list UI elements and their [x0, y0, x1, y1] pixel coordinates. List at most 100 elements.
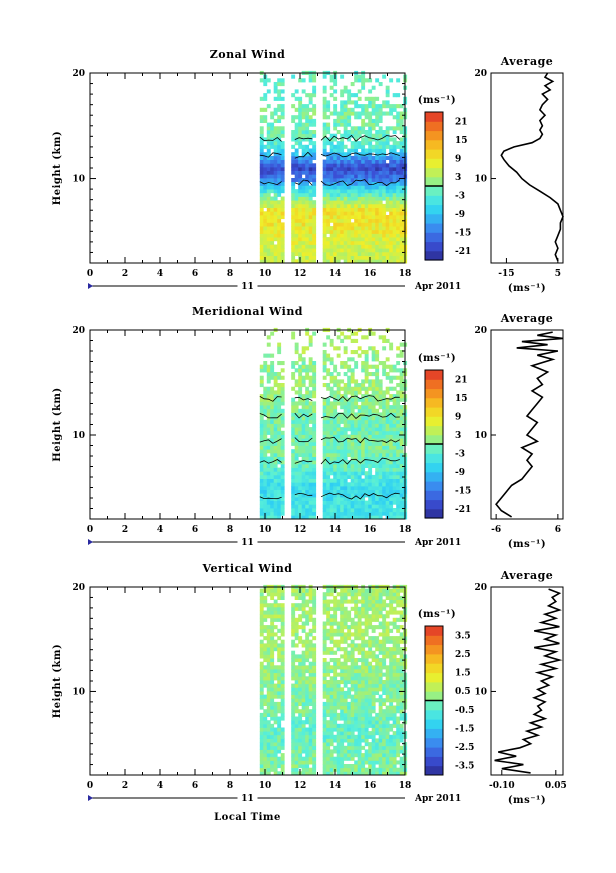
heatmap-cell	[350, 654, 355, 659]
heatmap-cell	[364, 185, 369, 190]
x-tick-label: 6	[192, 525, 198, 535]
heatmap-cell	[291, 237, 296, 242]
heatmap-cell	[354, 412, 359, 417]
heatmap-cell	[308, 251, 313, 256]
heatmap-cell	[336, 397, 341, 402]
heatmap-cell	[326, 489, 331, 494]
heatmap-cell	[392, 248, 397, 253]
heatmap-cell	[273, 749, 278, 754]
heatmap-cell	[354, 643, 359, 648]
heatmap-cell	[305, 372, 310, 377]
heatmap-cell	[371, 603, 376, 608]
heatmap-cell	[357, 723, 362, 728]
heatmap-cell	[308, 742, 313, 747]
heatmap-cell	[294, 771, 299, 776]
heatmap-cell	[350, 500, 355, 505]
heatmap-cell	[347, 471, 352, 476]
heatmap-cell	[322, 738, 327, 743]
heatmap-cell	[368, 764, 373, 769]
heatmap-cell	[340, 734, 345, 739]
heatmap-cell	[361, 229, 366, 234]
heatmap-cell	[270, 647, 275, 652]
heatmap-cell	[392, 738, 397, 743]
heatmap-cell	[354, 683, 359, 688]
heatmap-cell	[259, 680, 264, 685]
heatmap-cell	[350, 200, 355, 205]
heatmap-cell	[382, 130, 387, 135]
heatmap-cell	[263, 192, 268, 197]
heatmap-cell	[382, 701, 387, 706]
heatmap-cell	[329, 85, 334, 90]
heatmap-cell	[301, 375, 306, 380]
heatmap-cell	[399, 203, 404, 208]
heatmap-cell	[347, 401, 352, 406]
heatmap-cell	[273, 372, 278, 377]
heatmap-cell	[305, 244, 310, 249]
heatmap-cell	[308, 130, 313, 135]
heatmap-cell	[364, 749, 369, 754]
heatmap-cell	[378, 163, 383, 168]
heatmap-cell	[326, 753, 331, 758]
heatmap-cell	[378, 496, 383, 501]
heatmap-cell	[364, 111, 369, 116]
heatmap-cell	[322, 350, 327, 355]
heatmap-cell	[270, 170, 275, 175]
heatmap-cell	[392, 515, 397, 520]
heatmap-cell	[270, 650, 275, 655]
heatmap-cell	[280, 493, 285, 498]
heatmap-cell	[273, 159, 278, 164]
heatmap-cell	[375, 412, 380, 417]
heatmap-cell	[280, 215, 285, 220]
heatmap-cell	[354, 493, 359, 498]
heatmap-cell	[361, 174, 366, 179]
heatmap-cell	[389, 405, 394, 410]
heatmap-cell	[368, 672, 373, 677]
heatmap-cell	[336, 430, 341, 435]
heatmap-cell	[333, 346, 338, 351]
heatmap-cell	[336, 215, 341, 220]
heatmap-cell	[357, 500, 362, 505]
heatmap-cell	[385, 126, 390, 131]
heatmap-cell	[273, 137, 278, 142]
heatmap-cell	[368, 603, 373, 608]
heatmap-cell	[385, 738, 390, 743]
heatmap-cell	[361, 163, 366, 168]
colorbar-step	[425, 462, 443, 473]
x-tick-label: 10	[259, 269, 272, 279]
heatmap-cell	[266, 78, 271, 83]
heatmap-cell	[392, 716, 397, 721]
heatmap-cell	[389, 676, 394, 681]
heatmap-cell	[270, 515, 275, 520]
heatmap-cell	[361, 211, 366, 216]
heatmap-cell	[294, 207, 299, 212]
heatmap-cell	[291, 493, 296, 498]
heatmap-cell	[263, 456, 268, 461]
heatmap-cell	[277, 207, 282, 212]
heatmap-cell	[389, 379, 394, 384]
heatmap-cell	[326, 200, 331, 205]
heatmap-cell	[378, 390, 383, 395]
heatmap-cell	[382, 163, 387, 168]
colorbar-step	[425, 186, 443, 196]
heatmap-cell	[382, 445, 387, 450]
heatmap-cell	[322, 625, 327, 630]
heatmap-cell	[308, 405, 313, 410]
heatmap-cell	[329, 749, 334, 754]
heatmap-cell	[277, 133, 282, 138]
heatmap-cell	[291, 603, 296, 608]
heatmap-cell	[364, 244, 369, 249]
heatmap-cell	[382, 742, 387, 747]
heatmap-cell	[308, 178, 313, 183]
heatmap-cell	[294, 687, 299, 692]
heatmap-cell	[357, 237, 362, 242]
heatmap-cell	[389, 654, 394, 659]
heatmap-cell	[399, 471, 404, 476]
heatmap-cell	[361, 665, 366, 670]
heatmap-cell	[333, 467, 338, 472]
heatmap-cell	[333, 727, 338, 732]
heatmap-cell	[305, 727, 310, 732]
heatmap-cell	[322, 401, 327, 406]
heatmap-cell	[329, 137, 334, 142]
heatmap-cell	[308, 474, 313, 479]
heatmap-cell	[270, 701, 275, 706]
